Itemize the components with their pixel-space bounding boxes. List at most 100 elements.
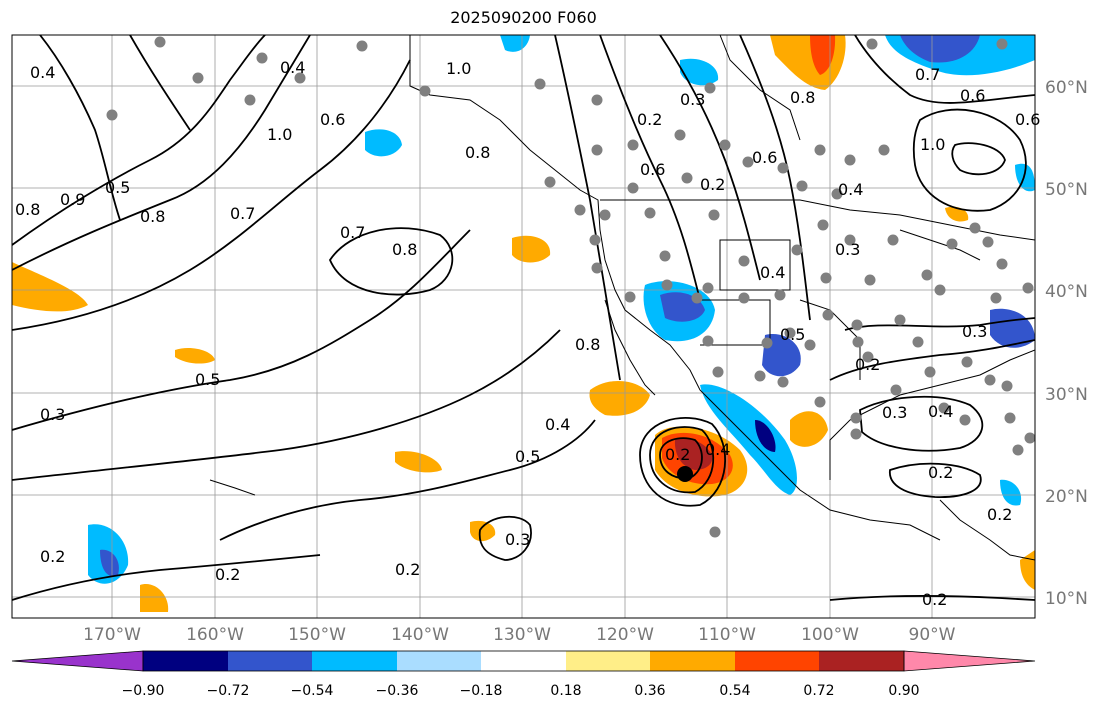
lat-label: 10°N — [1045, 589, 1088, 609]
shading-midblue-pac — [100, 549, 119, 577]
contour-label: 0.7 — [340, 223, 365, 242]
contour-label: 0.4 — [280, 58, 305, 77]
contour-label: 0.3 — [40, 405, 65, 424]
colorbar-tick: 0.36 — [634, 683, 666, 699]
contour-label: 0.2 — [637, 110, 662, 129]
shading-orange-pac3 — [175, 348, 215, 364]
colorbar-segment — [312, 651, 397, 671]
colorbar-segment — [228, 651, 312, 671]
shading-orange-baja — [589, 380, 650, 416]
contour-label: 0.7 — [915, 65, 940, 84]
contour-label: 0.2 — [928, 463, 953, 482]
plot-frame — [11, 34, 1036, 619]
contour-label: 0.4 — [928, 402, 953, 421]
lat-label: 20°N — [1045, 487, 1088, 507]
contour-label: 0.5 — [195, 370, 220, 389]
lat-label: 60°N — [1045, 78, 1088, 98]
shading-orange-south — [140, 584, 169, 612]
contour-label: 0.5 — [780, 325, 805, 344]
shading-darkred — [674, 438, 713, 470]
contour-label: 0.4 — [30, 63, 55, 82]
shading-orange-lakes — [945, 206, 969, 222]
colorbar-tick: 0.90 — [888, 683, 920, 699]
map-title: 2025090200 F060 — [450, 8, 597, 27]
lon-label: 120°W — [596, 625, 654, 645]
shading-blue-west1 — [500, 35, 530, 52]
colorbar-segment — [481, 651, 566, 671]
lon-label: 170°W — [83, 625, 141, 645]
colorbar-segment — [566, 651, 650, 671]
colorbar-tick: 0.72 — [803, 683, 835, 699]
lon-label: 110°W — [698, 625, 756, 645]
colorbar-tick: −0.90 — [121, 683, 165, 699]
colorbar-segment — [819, 651, 904, 671]
forecast-map: 0.4 0.4 0.6 1.0 1.0 0.8 0.8 0.7 0.7 0.8 … — [11, 34, 1040, 619]
contour-label: 0.8 — [15, 200, 40, 219]
colorbar-segment — [397, 651, 481, 671]
colorbar-tick: −0.18 — [459, 683, 503, 699]
contour-label: 0.2 — [665, 445, 690, 464]
contour-label: 0.5 — [515, 447, 540, 466]
lon-label: 90°W — [908, 625, 956, 645]
contour-label: 0.2 — [922, 590, 947, 609]
contour-label: 1.0 — [267, 125, 292, 144]
contour-label: 0.2 — [700, 175, 725, 194]
colorbar-extend-high — [903, 650, 1036, 672]
shading-red-north — [810, 35, 836, 75]
colorbar-tick: −0.36 — [375, 683, 419, 699]
contour-label: 0.4 — [838, 180, 863, 199]
lat-label: 40°N — [1045, 282, 1088, 302]
contour-label: 0.4 — [545, 415, 570, 434]
contour-label: 1.0 — [920, 135, 945, 154]
shading-orange-east — [1020, 550, 1035, 590]
lon-label: 140°W — [391, 625, 449, 645]
coastlines — [209, 35, 1035, 561]
lat-label: 30°N — [1045, 385, 1088, 405]
shading-orange-pac4 — [470, 520, 496, 542]
contour-label: 0.3 — [505, 530, 530, 549]
contour-label: 0.3 — [835, 240, 860, 259]
shading-orange-west — [12, 262, 88, 312]
lon-label: 100°W — [801, 625, 859, 645]
colorbar-segment — [650, 651, 735, 671]
contour-label: 0.6 — [960, 86, 985, 105]
lon-label: 150°W — [288, 625, 346, 645]
contour-label: 0.4 — [705, 440, 730, 459]
colorbar-tick: 0.18 — [550, 683, 582, 699]
shading-orange-pac1 — [512, 235, 551, 263]
colorbar-segment — [735, 651, 819, 671]
shading-darkblue-mexico — [755, 420, 776, 452]
shading-blue-canada — [365, 129, 402, 157]
lon-label: 160°W — [186, 625, 244, 645]
contour-label: 0.4 — [760, 263, 785, 282]
lat-label: 50°N — [1045, 180, 1088, 200]
contour-label: 0.6 — [640, 160, 665, 179]
shading-blue-east2 — [1000, 479, 1022, 506]
contour-label: 0.2 — [855, 355, 880, 374]
lon-label: 130°W — [493, 625, 551, 645]
hurricane-center — [677, 466, 693, 482]
contour-label: 0.6 — [752, 148, 777, 167]
station-dots — [106, 36, 1035, 538]
colorbar-segment — [143, 651, 228, 671]
colorbar-tick: 0.54 — [719, 683, 751, 699]
contour-label: 0.3 — [882, 403, 907, 422]
contour-label: 0.5 — [105, 178, 130, 197]
contour-labels: 0.4 0.4 0.6 1.0 1.0 0.8 0.8 0.7 0.7 0.8 … — [15, 58, 1040, 609]
contour-label: 0.8 — [465, 143, 490, 162]
contours — [12, 35, 1035, 601]
contour-label: 1.0 — [446, 59, 471, 78]
contour-label: 0.2 — [215, 565, 240, 584]
shading-blue-northwest — [680, 58, 719, 86]
colorbar-extend-low — [11, 650, 144, 672]
contour-label: 0.8 — [575, 335, 600, 354]
contour-label: 0.6 — [320, 110, 345, 129]
contour-label: 0.3 — [962, 322, 987, 341]
colorbar — [11, 650, 1036, 672]
contour-label: 0.9 — [60, 190, 85, 209]
colorbar-tick: −0.72 — [206, 683, 250, 699]
shading-orange-gulf — [790, 411, 828, 447]
colorbar-tick: −0.54 — [290, 683, 334, 699]
contour-label: 0.3 — [680, 90, 705, 109]
contour-label: 0.2 — [987, 505, 1012, 524]
